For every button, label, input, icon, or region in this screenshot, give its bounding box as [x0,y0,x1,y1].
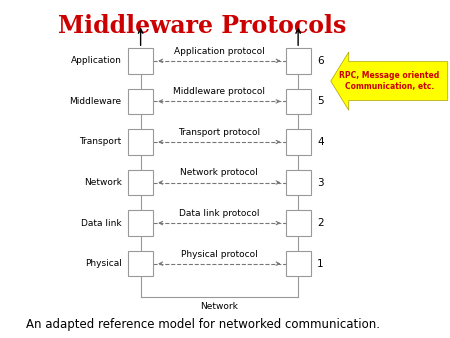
FancyBboxPatch shape [286,129,310,155]
Text: An adapted reference model for networked communication.: An adapted reference model for networked… [26,318,379,331]
Text: Middleware: Middleware [69,97,122,106]
FancyBboxPatch shape [128,129,153,155]
Text: 5: 5 [317,96,324,106]
FancyBboxPatch shape [286,89,310,114]
FancyBboxPatch shape [286,170,310,195]
FancyBboxPatch shape [128,170,153,195]
Text: 6: 6 [317,56,324,66]
Text: Transport: Transport [79,138,122,146]
FancyBboxPatch shape [128,89,153,114]
Text: Data link protocol: Data link protocol [179,209,260,218]
FancyBboxPatch shape [286,251,310,276]
Text: Network protocol: Network protocol [180,168,258,177]
Text: Physical protocol: Physical protocol [181,249,258,259]
Text: 1: 1 [317,259,324,269]
Text: Application protocol: Application protocol [174,47,265,56]
Text: Application: Application [71,56,122,65]
FancyBboxPatch shape [128,210,153,236]
Text: Transport protocol: Transport protocol [178,128,261,137]
Text: Data link: Data link [81,219,122,227]
Text: 4: 4 [317,137,324,147]
FancyBboxPatch shape [128,48,153,74]
Text: Network: Network [200,301,238,311]
FancyBboxPatch shape [128,251,153,276]
FancyArrow shape [331,52,448,110]
Text: RPC, Message oriented
Communication, etc.: RPC, Message oriented Communication, etc… [339,71,439,91]
Text: Middleware protocol: Middleware protocol [173,87,266,96]
Text: Physical: Physical [85,259,122,268]
FancyBboxPatch shape [286,48,310,74]
Text: Network: Network [84,178,122,187]
FancyBboxPatch shape [286,210,310,236]
Text: 3: 3 [317,177,324,188]
Text: Middleware Protocols: Middleware Protocols [58,14,346,38]
Text: 2: 2 [317,218,324,228]
